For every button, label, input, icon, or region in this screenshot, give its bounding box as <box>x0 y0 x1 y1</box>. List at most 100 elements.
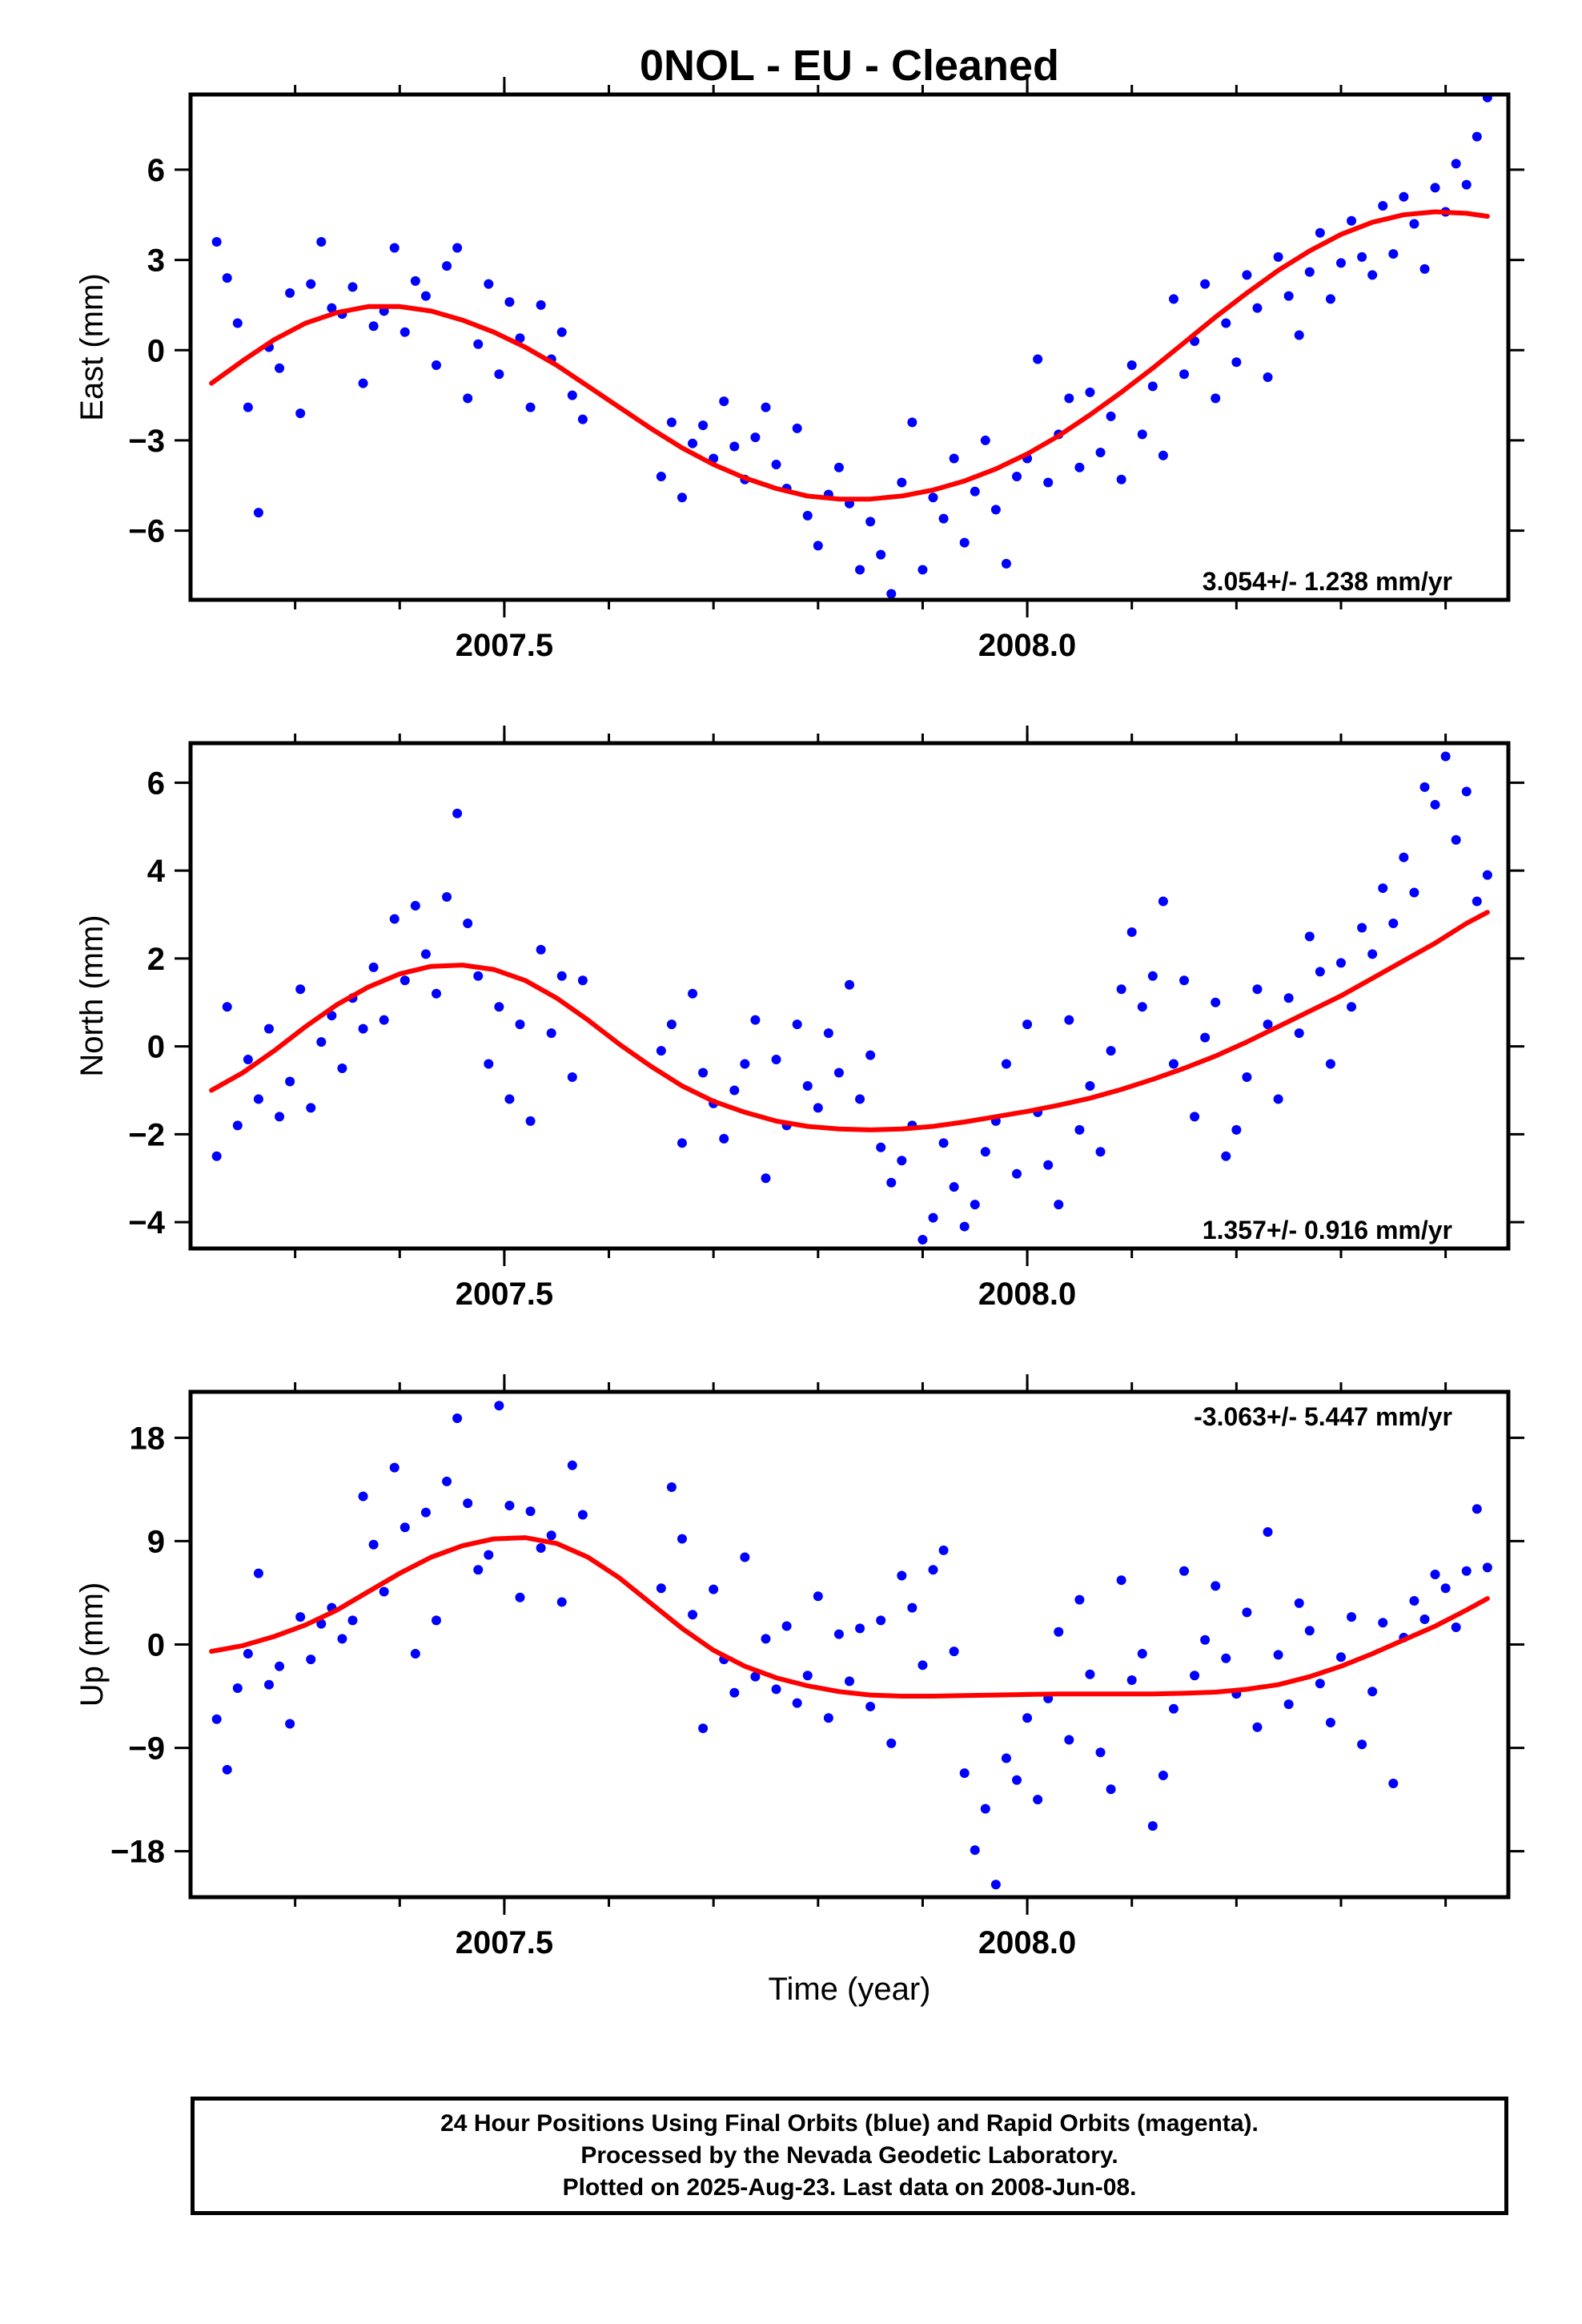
data-point <box>1367 949 1378 959</box>
y-axis-label: North (mm) <box>74 915 110 1076</box>
data-point <box>802 1080 813 1091</box>
data-point <box>666 417 677 428</box>
data-point <box>275 363 285 373</box>
data-point <box>980 435 990 445</box>
data-point <box>1378 883 1388 894</box>
data-point <box>876 1615 886 1626</box>
data-point <box>1126 360 1137 371</box>
data-point <box>473 1565 484 1575</box>
data-point <box>567 1460 577 1470</box>
data-point <box>666 1019 677 1030</box>
data-point <box>938 513 949 524</box>
data-point <box>1451 1622 1461 1632</box>
data-point <box>1315 1679 1325 1689</box>
data-point <box>1106 1784 1116 1795</box>
data-point <box>698 1068 709 1078</box>
data-point <box>792 1019 802 1030</box>
data-point <box>389 1462 400 1473</box>
data-point <box>1001 1753 1011 1763</box>
data-point <box>263 1679 274 1690</box>
data-point <box>1252 1722 1263 1732</box>
y-tick-label: 6 <box>147 766 165 801</box>
data-point <box>1116 984 1126 995</box>
data-point <box>1033 1795 1043 1805</box>
fit-curve <box>209 910 1490 1132</box>
data-point <box>792 423 802 433</box>
data-point <box>1085 1080 1095 1091</box>
data-point <box>740 1059 750 1069</box>
data-point <box>337 1063 347 1074</box>
data-point <box>990 1880 1001 1890</box>
data-point <box>688 988 698 999</box>
data-point <box>400 327 410 337</box>
data-point <box>400 975 410 986</box>
x-tick-label: 2008.0 <box>978 1277 1076 1312</box>
data-point <box>1482 870 1492 880</box>
data-point <box>368 321 379 332</box>
data-point <box>656 472 666 482</box>
x-axis-label: Time (year) <box>769 1972 931 2007</box>
data-point <box>316 237 327 247</box>
data-point <box>1012 1168 1022 1179</box>
y-tick-label: −4 <box>128 1205 165 1240</box>
data-point <box>1043 1160 1054 1170</box>
footer-line-3: Plotted on 2025-Aug-23. Last data on 200… <box>562 2174 1137 2201</box>
data-point <box>959 1221 970 1232</box>
data-point <box>1430 183 1440 193</box>
data-point <box>1168 1703 1178 1714</box>
data-point <box>253 508 263 518</box>
y-axis-label: Up (mm) <box>74 1582 110 1707</box>
y-tick-label: 0 <box>147 333 165 368</box>
plot-frame <box>188 741 1511 1251</box>
data-point <box>463 1498 473 1509</box>
data-point <box>855 1623 865 1634</box>
data-point <box>1273 1650 1283 1660</box>
data-point <box>1126 1675 1137 1685</box>
chart-title: 0NOL - EU - Cleaned <box>640 42 1059 90</box>
data-point <box>938 1545 949 1555</box>
data-point <box>729 441 740 452</box>
data-point <box>1472 131 1482 142</box>
data-point <box>917 1660 928 1671</box>
data-point <box>949 1647 959 1657</box>
data-point <box>515 1019 525 1030</box>
data-point <box>525 1506 536 1517</box>
data-point <box>1064 1735 1074 1745</box>
data-point <box>677 493 687 503</box>
data-point <box>1357 1739 1367 1750</box>
data-point <box>295 984 306 995</box>
data-point <box>1419 782 1430 792</box>
data-point <box>833 1068 844 1078</box>
data-point <box>1147 1821 1158 1831</box>
data-point <box>729 1687 740 1698</box>
data-point <box>232 1683 243 1693</box>
data-point <box>1242 1607 1252 1618</box>
data-point <box>515 1592 525 1602</box>
data-point <box>750 1015 761 1025</box>
panel-1: 2007.5 2008.0 −6 −3 0 3 6 East (mm) 3.054+/- 1.2… <box>74 42 1524 663</box>
data-point <box>855 565 865 575</box>
plot-frame <box>188 1389 1511 1900</box>
data-point <box>1482 1562 1492 1573</box>
data-point <box>1200 279 1211 289</box>
data-point <box>327 303 337 313</box>
rate-label: -3.063+/- 5.447 mm/yr <box>1194 1402 1452 1431</box>
data-point <box>1137 429 1147 440</box>
data-point <box>410 1648 420 1659</box>
data-point <box>1283 1699 1294 1710</box>
data-point <box>358 378 368 388</box>
data-point <box>484 279 494 289</box>
x-tick-label: 2008.0 <box>978 1925 1076 1960</box>
data-point <box>1126 927 1137 937</box>
data-point <box>1116 1575 1126 1586</box>
data-point <box>833 1629 844 1639</box>
data-point <box>463 393 473 404</box>
data-point <box>400 1522 410 1533</box>
fit-curve <box>209 209 1490 502</box>
data-point <box>410 275 420 286</box>
data-point <box>577 975 588 986</box>
data-point <box>504 1094 515 1104</box>
data-point <box>771 1684 781 1695</box>
data-point <box>990 505 1001 515</box>
